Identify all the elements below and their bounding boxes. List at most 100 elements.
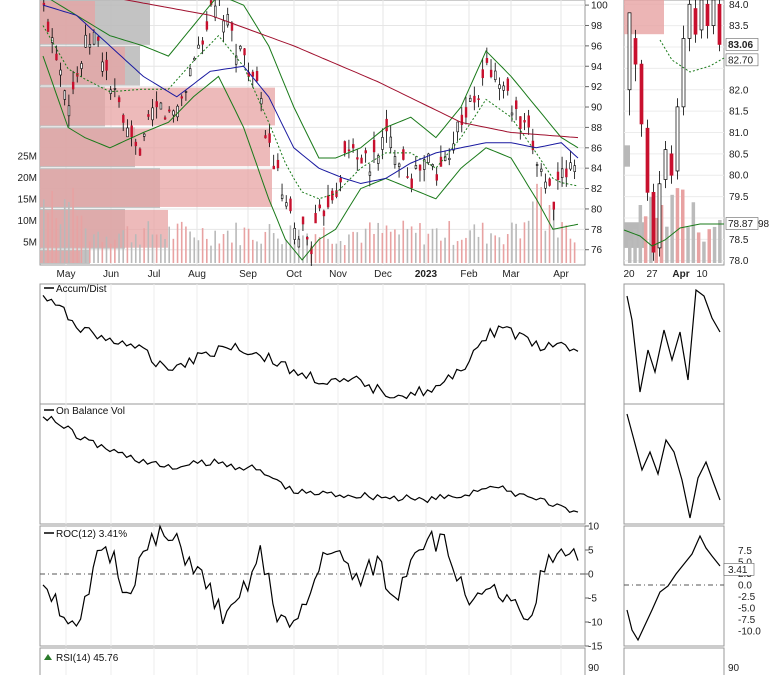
- obv-title: On Balance Vol: [56, 406, 125, 417]
- inset-price-tick-label: 84.0: [729, 0, 749, 11]
- candle-body: [515, 100, 518, 110]
- volume-bar: [206, 238, 208, 263]
- volume-bar: [122, 230, 125, 263]
- candle-body: [377, 155, 380, 164]
- volume-bar: [231, 242, 233, 263]
- volume-bar: [134, 234, 137, 263]
- volume-bar: [498, 237, 501, 263]
- inset-candle-body: [627, 12, 632, 91]
- volume-tick-label: 15M: [18, 195, 37, 206]
- volume-bar: [348, 234, 350, 263]
- volume-bar: [318, 237, 321, 263]
- accum-dist-panel: [39, 283, 586, 405]
- inset-roc-tick-label: -5.0: [738, 604, 756, 615]
- volume-bar: [565, 225, 568, 263]
- volume-bar: [356, 232, 359, 263]
- month-label: Sep: [239, 269, 257, 280]
- inset-date-label: 20: [623, 269, 635, 280]
- volume-bar: [481, 222, 484, 263]
- volume-bar: [452, 244, 455, 263]
- inset-volume-bar: [670, 194, 674, 263]
- inset-price-tick-label: 79.5: [729, 192, 749, 203]
- volume-bar: [339, 240, 342, 263]
- volume-bar: [289, 225, 292, 263]
- inset-roc-tick-label: -10.0: [738, 627, 761, 638]
- inset-candle-body: [699, 0, 704, 31]
- volume-bar: [532, 201, 534, 263]
- inset-obv-line: [626, 413, 721, 519]
- volume-bar: [548, 204, 551, 263]
- candle-body: [159, 102, 163, 110]
- volume-bar: [385, 225, 388, 263]
- volume-bar: [260, 243, 262, 263]
- inset-volume-bar: [665, 226, 669, 263]
- inset-date-label: 27: [646, 269, 658, 280]
- inset-candle-body: [645, 127, 650, 193]
- volume-bar: [264, 231, 267, 263]
- volume-bar: [302, 235, 304, 263]
- candle-body: [176, 105, 179, 118]
- candle-body: [410, 178, 413, 189]
- roc-tick-label: 0: [588, 570, 594, 581]
- price-tick-label: 94: [591, 62, 603, 73]
- candle-body: [385, 118, 388, 132]
- volume-bar: [97, 231, 99, 263]
- volume-bar: [323, 227, 325, 263]
- volume-bar: [490, 233, 492, 263]
- accum-dist-line: [42, 295, 579, 400]
- price-tick-label: 86: [591, 143, 603, 154]
- volume-bar: [185, 226, 187, 263]
- inset-volume-bar: [649, 197, 653, 263]
- volume-bar: [93, 234, 95, 263]
- month-label: Oct: [286, 269, 302, 280]
- volume-bar: [410, 226, 413, 263]
- month-label: Jul: [148, 269, 161, 280]
- candle-body: [63, 90, 66, 100]
- candle-body: [130, 125, 133, 138]
- inset-price-tick-label: 81.5: [729, 107, 749, 118]
- price-tick-label: 100: [591, 1, 608, 12]
- candle-body: [335, 190, 338, 197]
- candle-body: [506, 78, 510, 91]
- month-label: 2023: [415, 269, 438, 280]
- candle-body: [276, 159, 280, 169]
- roc-title: ROC(12) 3.41%: [56, 529, 127, 540]
- volume-bar: [419, 223, 421, 263]
- candle-body: [360, 157, 363, 164]
- candle-body: [439, 156, 443, 167]
- volume-bar: [360, 242, 363, 263]
- volume-bar: [80, 215, 83, 263]
- candle-body: [372, 139, 376, 153]
- inset-price-tick-label: 78.5: [729, 235, 749, 246]
- candle-body: [573, 165, 576, 172]
- roc-readout-label: 3.41: [728, 565, 748, 576]
- candle-body: [264, 135, 267, 139]
- candle-body: [67, 105, 71, 117]
- inset-candle-body: [669, 153, 674, 176]
- volume-bar: [431, 228, 434, 263]
- volume-bar: [343, 245, 346, 263]
- inset-candle-body: [633, 38, 638, 65]
- price-readout-box: [725, 53, 759, 67]
- candle-body: [113, 88, 117, 90]
- candle-body: [535, 164, 539, 166]
- candle-body: [569, 162, 572, 170]
- candle-body: [423, 159, 426, 170]
- candle-body: [414, 165, 418, 169]
- volume-bar: [477, 236, 480, 263]
- volume-bar: [402, 220, 405, 263]
- candle-body: [84, 34, 87, 48]
- volume-bar: [544, 230, 547, 263]
- price-tick-label: 78: [591, 225, 603, 236]
- candle-body: [59, 69, 62, 76]
- candle-body: [389, 136, 393, 149]
- price-readout-label: 83.06: [728, 40, 753, 51]
- inset-date-label: 10: [696, 269, 708, 280]
- candle-body: [531, 140, 535, 151]
- candle-body: [201, 40, 204, 45]
- volume-bar: [109, 243, 112, 263]
- candle-body: [172, 110, 175, 116]
- volume-bar: [180, 221, 183, 263]
- roc-tick-label: -5: [588, 594, 597, 605]
- volume-bar: [423, 244, 425, 263]
